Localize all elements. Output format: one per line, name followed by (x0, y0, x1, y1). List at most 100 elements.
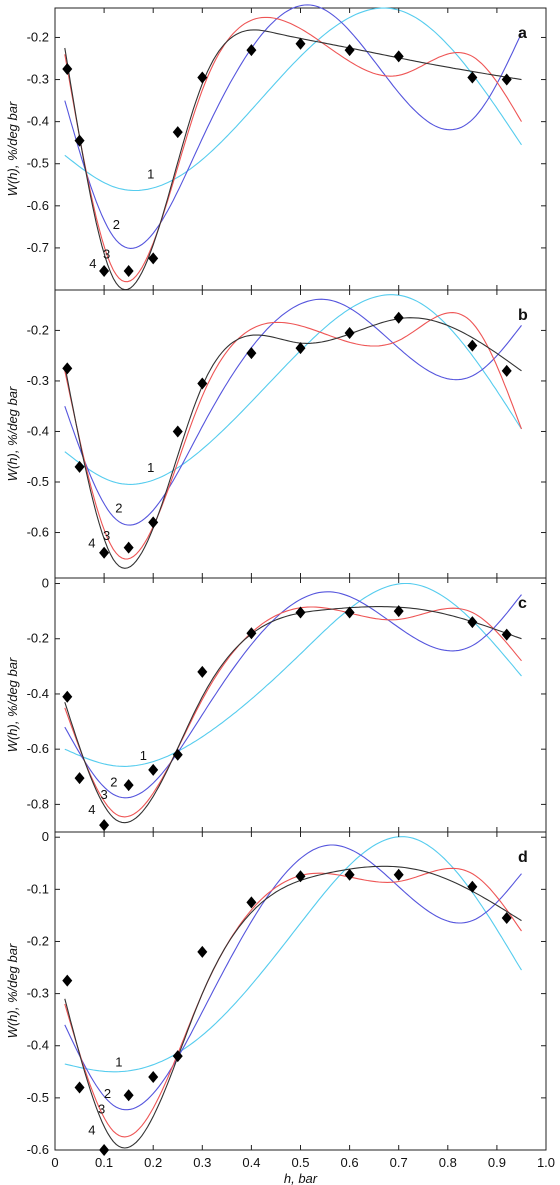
data-point (295, 870, 306, 883)
curve-label-4: 4 (89, 256, 96, 271)
data-point (295, 342, 306, 355)
panel-letter: b (518, 307, 528, 324)
x-tick-label: 0.9 (488, 1155, 506, 1170)
data-point (74, 134, 85, 147)
data-point (197, 945, 208, 958)
y-axis-label: W(h), %/deg bar (5, 386, 20, 481)
y-axis-label: W(h), %/deg bar (5, 657, 20, 752)
data-point (344, 868, 355, 881)
data-point (99, 265, 110, 278)
data-point (74, 460, 85, 473)
data-point (393, 311, 404, 324)
series-line-3 (64, 312, 523, 560)
y-tick-label: -0.4 (27, 1038, 49, 1053)
data-point (295, 37, 306, 50)
y-tick-label: -0.8 (27, 796, 49, 811)
data-point (501, 912, 512, 925)
data-point (123, 779, 134, 792)
x-tick-label: 0.4 (242, 1155, 260, 1170)
y-tick-label: -0.5 (27, 474, 49, 489)
y-tick-label: -0.2 (27, 631, 49, 646)
series-line-3 (64, 16, 522, 283)
panel-letter: a (518, 25, 527, 42)
data-point (62, 63, 73, 76)
data-point (501, 73, 512, 86)
series-line-4 (64, 865, 522, 1149)
series-line-2 (64, 298, 522, 526)
y-tick-label: -0.5 (27, 156, 49, 171)
panel-letter: c (518, 595, 527, 612)
data-point (501, 364, 512, 377)
y-tick-label: 0 (42, 829, 49, 844)
y-tick-label: -0.5 (27, 1090, 49, 1105)
data-point (172, 748, 183, 761)
series-line-4 (64, 29, 522, 291)
data-point (197, 377, 208, 390)
x-tick-label: 0.2 (144, 1155, 162, 1170)
data-point (62, 690, 73, 703)
curve-label-2: 2 (115, 500, 122, 515)
data-point (74, 772, 85, 785)
x-tick-label: 0.1 (95, 1155, 113, 1170)
series-line-1 (64, 7, 522, 192)
series-line-3 (64, 867, 522, 1138)
data-point (467, 71, 478, 84)
panel-c: 0 -0.2 -0.4 -0.6 -0.8 W(h), %/deg bar c 1 234 (5, 576, 547, 833)
data-point (172, 1050, 183, 1063)
y-tick-label: -0.6 (27, 525, 49, 540)
y-tick-label: -0.3 (27, 72, 49, 87)
curve-label-2: 2 (110, 774, 117, 789)
series-line-2 (64, 844, 522, 1111)
data-point (246, 896, 257, 909)
series-line-1 (64, 836, 522, 1073)
panel-frame (54, 289, 547, 579)
y-tick-label: -0.3 (27, 373, 49, 388)
curve-label-4: 4 (88, 802, 95, 817)
data-point (197, 71, 208, 84)
x-tick-label: 0.6 (341, 1155, 359, 1170)
series-line-1 (64, 294, 522, 485)
data-point (148, 516, 159, 529)
data-point (246, 44, 257, 57)
y-tick-label: -0.6 (27, 198, 49, 213)
data-point (62, 974, 73, 987)
x-tick-label: 0.3 (193, 1155, 211, 1170)
curve-label-2: 2 (113, 217, 120, 232)
data-point (123, 265, 134, 278)
y-tick-label: -0.7 (27, 240, 49, 255)
curve-label-2: 2 (104, 1086, 111, 1101)
series-line-2 (64, 591, 522, 799)
data-point (74, 1081, 85, 1094)
data-point (467, 880, 478, 893)
curve-label-1: 1 (147, 460, 154, 475)
x-tick-label: 0 (51, 1155, 58, 1170)
y-tick-label: -0.1 (27, 881, 49, 896)
series-line-4 (64, 317, 522, 569)
x-tick-label: 0.7 (390, 1155, 408, 1170)
y-tick-label: -0.3 (27, 986, 49, 1001)
data-point (501, 628, 512, 641)
data-point (123, 541, 134, 554)
y-tick-label: -0.6 (27, 1142, 49, 1157)
panel-letter: d (518, 849, 528, 866)
y-tick-label: -0.6 (27, 741, 49, 756)
data-point (344, 606, 355, 619)
y-tick-label: -0.2 (27, 933, 49, 948)
curve-label-1: 1 (140, 748, 147, 763)
series-line-4 (64, 606, 522, 824)
curve-label-4: 4 (88, 1122, 95, 1137)
data-point (148, 1071, 159, 1084)
data-point (467, 339, 478, 352)
data-point (148, 252, 159, 265)
x-tick-label: 1.0 (537, 1155, 555, 1170)
x-tick-label: 0.5 (291, 1155, 309, 1170)
series-line-3 (64, 606, 522, 818)
data-point (172, 425, 183, 438)
data-point (246, 627, 257, 640)
y-axis-label: W(h), %/deg bar (5, 943, 20, 1038)
curve-label-3: 3 (103, 528, 110, 543)
y-tick-label: -0.2 (27, 29, 49, 44)
curve-label-3: 3 (98, 1102, 105, 1117)
data-point (295, 606, 306, 619)
